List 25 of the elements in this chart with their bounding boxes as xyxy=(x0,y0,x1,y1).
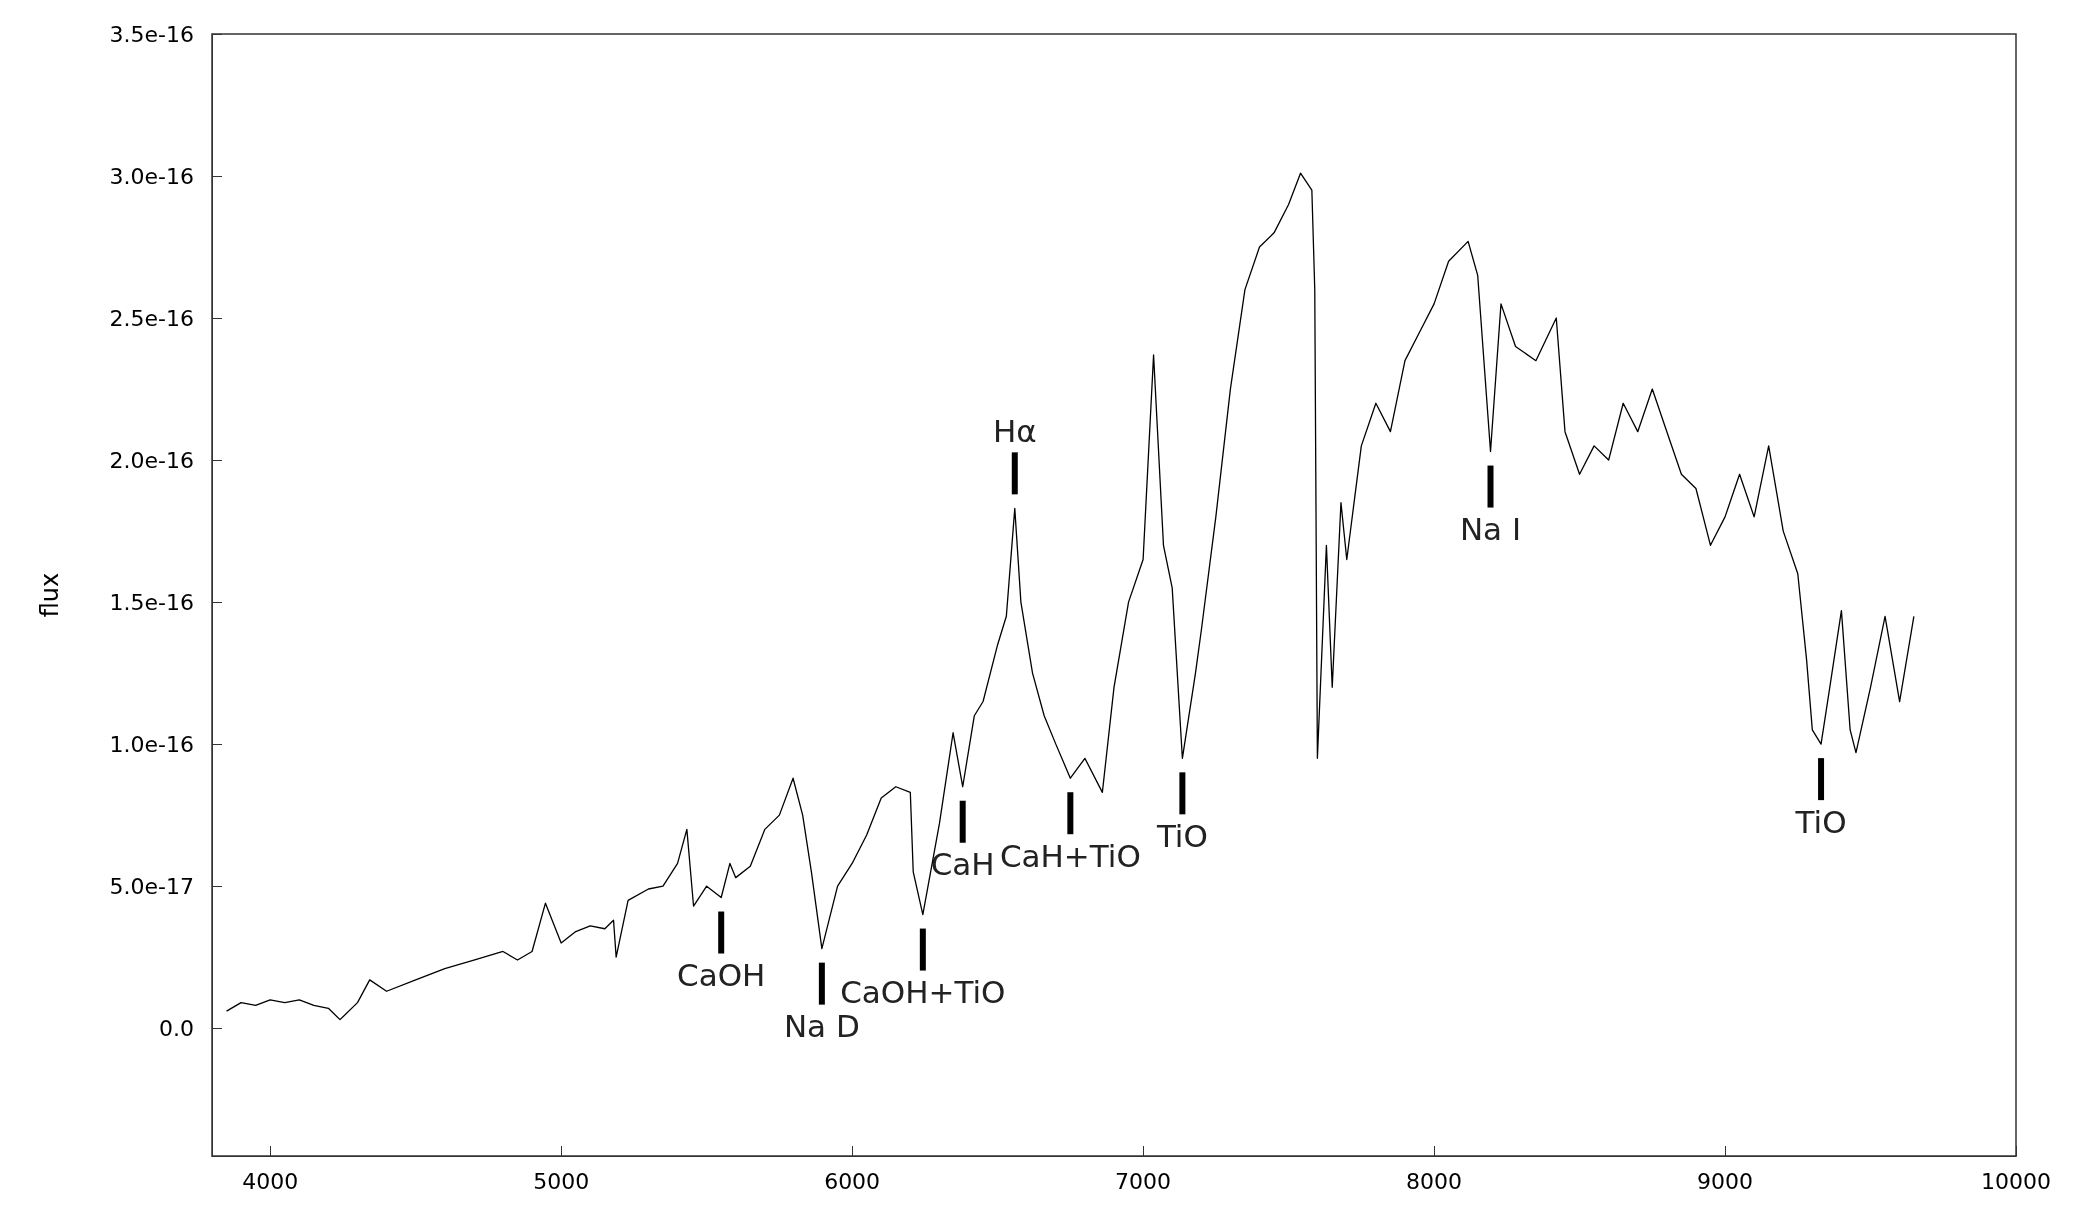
y-tick-label: 2.0e-16 xyxy=(109,447,194,473)
annotation: Na D xyxy=(783,1008,860,1045)
x-tick-label: 5000 xyxy=(533,1168,590,1194)
y-tick-label: 1.5e-16 xyxy=(109,589,194,615)
annotation: Hα xyxy=(992,412,1037,449)
x-tick-label: 6000 xyxy=(824,1168,881,1194)
annotation: Na I xyxy=(1459,511,1522,548)
y-tick-label: 3.0e-16 xyxy=(109,163,194,189)
y-tick-label: 0.0 xyxy=(159,1015,194,1041)
y-tick-label: 5.0e-17 xyxy=(109,873,194,899)
y-tick-label: 2.5e-16 xyxy=(109,305,194,331)
annotation: TiO xyxy=(1155,817,1208,854)
x-tick-label: 10000 xyxy=(1981,1168,2051,1194)
y-axis-title: flux xyxy=(36,572,64,618)
y-tick-label: 3.5e-16 xyxy=(109,21,194,47)
x-tick-label: 9000 xyxy=(1697,1168,1754,1194)
x-tick-label: 4000 xyxy=(242,1168,299,1194)
annotation: CaH+TiO xyxy=(999,837,1141,874)
x-tick-label: 7000 xyxy=(1115,1168,1172,1194)
x-tick-label: 8000 xyxy=(1406,1168,1463,1194)
y-tick-label: 1.0e-16 xyxy=(109,731,194,757)
annotation: CaOH+TiO xyxy=(840,974,1006,1011)
annotation: CaOH xyxy=(677,957,766,994)
annotation: TiO xyxy=(1794,803,1847,840)
annotation: CaH xyxy=(930,846,995,883)
